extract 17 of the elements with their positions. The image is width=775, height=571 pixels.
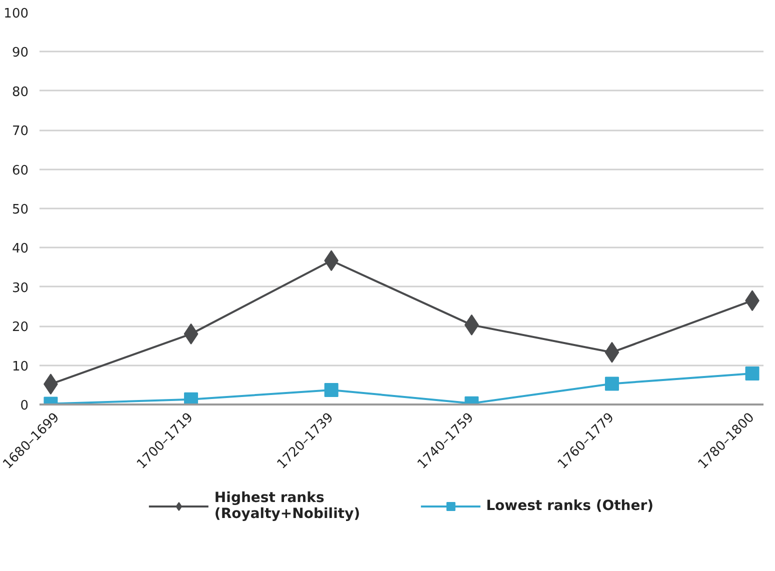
y-tick-label: 30 — [12, 280, 29, 296]
point — [745, 366, 760, 381]
y-tick-label: 100 — [4, 6, 29, 22]
y-tick-label: 60 — [12, 163, 29, 178]
legend-label: Highest ranks (Royalty+Nobility) — [214, 490, 360, 522]
y-tick-label: 70 — [12, 124, 29, 140]
y-tick-label: 90 — [12, 46, 29, 61]
y-tick-label: 20 — [12, 320, 29, 336]
y-tick-label: 10 — [12, 359, 29, 374]
y-tick-label: 0 — [20, 398, 29, 414]
legend-label: Lowest ranks (Other) — [486, 498, 654, 514]
y-tick-label: 80 — [12, 84, 29, 100]
point — [324, 382, 338, 397]
y-tick-label: 40 — [12, 242, 29, 257]
point — [604, 376, 619, 391]
y-tick-label: 50 — [12, 202, 29, 218]
point — [184, 392, 198, 404]
